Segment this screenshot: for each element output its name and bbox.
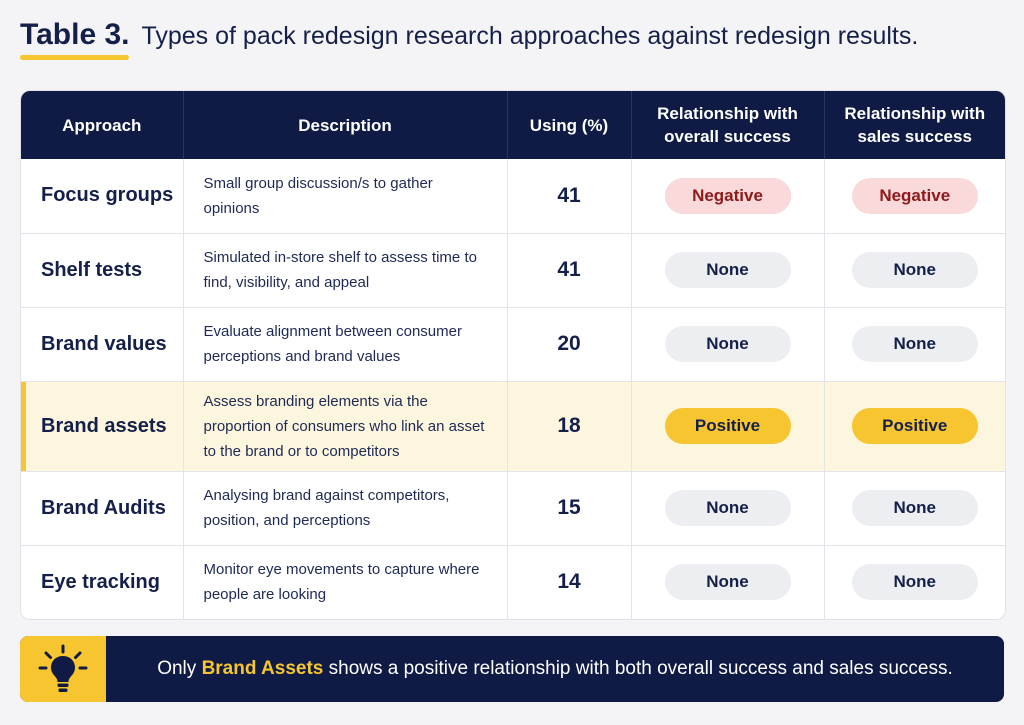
description-cell: Evaluate alignment between consumer perc… — [183, 307, 508, 382]
key-insight-callout: Only Brand Assets shows a positive relat… — [20, 636, 1004, 702]
description-cell: Assess branding elements via the proport… — [183, 381, 508, 472]
sales-cell: None — [824, 471, 1005, 546]
description-cell: Simulated in-store shelf to assess time … — [183, 233, 508, 308]
table-title: Types of pack redesign research approach… — [141, 22, 919, 50]
description-cell: Analysing brand against competitors, pos… — [183, 471, 508, 546]
status-badge-none: None — [851, 490, 978, 526]
callout-suffix: shows a positive relationship with both … — [323, 658, 953, 679]
sales-cell: None — [824, 233, 1005, 308]
table-label: Table 3. — [20, 18, 130, 60]
header-row: Approach Description Using (%) Relations… — [21, 91, 1005, 159]
callout-prefix: Only — [157, 658, 202, 679]
table-row: Brand values Evaluate alignment between … — [21, 307, 1005, 382]
table-row: Eye tracking Monitor eye movements to ca… — [21, 545, 1005, 619]
approach-cell: Eye tracking — [21, 545, 184, 619]
header-approach: Approach — [21, 91, 184, 159]
status-badge-positive: Positive — [851, 408, 978, 444]
status-badge-none: None — [664, 326, 791, 362]
status-badge-none: None — [851, 564, 978, 601]
sales-cell: Positive — [824, 381, 1005, 472]
status-badge-none: None — [664, 252, 791, 288]
using-cell: 41 — [507, 159, 632, 234]
table-row-highlighted: Brand assets Assess branding elements vi… — [21, 381, 1005, 472]
table-row: Shelf tests Simulated in-store shelf to … — [21, 233, 1005, 308]
approach-cell: Brand assets — [21, 381, 184, 472]
header-overall-line2: overall success — [664, 127, 791, 146]
callout-icon-box — [20, 636, 106, 702]
status-badge-none: None — [851, 252, 978, 288]
header-sales-line2: sales success — [857, 127, 972, 146]
overall-cell: None — [631, 233, 825, 308]
overall-cell: Negative — [631, 159, 825, 234]
table-label-text: Table 3. — [20, 18, 130, 51]
using-cell: 14 — [507, 545, 632, 619]
using-cell: 15 — [507, 471, 632, 546]
status-badge-none: None — [664, 564, 791, 601]
callout-text: Only Brand Assets shows a positive relat… — [106, 658, 1004, 680]
overall-cell: None — [631, 471, 825, 546]
title-underline — [20, 55, 130, 60]
using-cell: 20 — [507, 307, 632, 382]
overall-cell: None — [631, 545, 825, 619]
table-row: Focus groups Small group discussion/s to… — [21, 159, 1005, 234]
overall-cell: Positive — [631, 381, 825, 472]
description-cell: Small group discussion/s to gather opini… — [183, 159, 508, 234]
status-badge-none: None — [851, 326, 978, 362]
header-description: Description — [183, 91, 508, 159]
title-row: Table 3. Types of pack redesign research… — [20, 18, 919, 60]
header-using: Using (%) — [507, 91, 632, 159]
callout-highlight: Brand Assets — [201, 658, 324, 679]
using-cell: 18 — [507, 381, 632, 472]
table-row: Brand Audits Analysing brand against com… — [21, 471, 1005, 546]
sales-cell: Negative — [824, 159, 1005, 234]
approach-cell: Shelf tests — [21, 233, 184, 308]
header-overall-line1: Relationship with — [657, 104, 798, 123]
status-badge-negative: Negative — [851, 177, 978, 214]
status-badge-negative: Negative — [664, 177, 791, 214]
status-badge-none: None — [664, 490, 791, 526]
header-sales-success: Relationship with sales success — [824, 91, 1005, 159]
description-cell: Monitor eye movements to capture where p… — [183, 545, 508, 619]
status-badge-positive: Positive — [664, 408, 791, 444]
research-table: Approach Description Using (%) Relations… — [20, 90, 1006, 620]
sales-cell: None — [824, 545, 1005, 619]
approach-cell: Brand Audits — [21, 471, 184, 546]
approach-cell: Focus groups — [21, 159, 184, 234]
using-cell: 41 — [507, 233, 632, 308]
header-sales-line1: Relationship with — [844, 104, 986, 123]
overall-cell: None — [631, 307, 825, 382]
lightbulb-icon — [38, 644, 88, 692]
sales-cell: None — [824, 307, 1005, 382]
header-overall-success: Relationship with overall success — [631, 91, 825, 159]
approach-cell: Brand values — [21, 307, 184, 382]
